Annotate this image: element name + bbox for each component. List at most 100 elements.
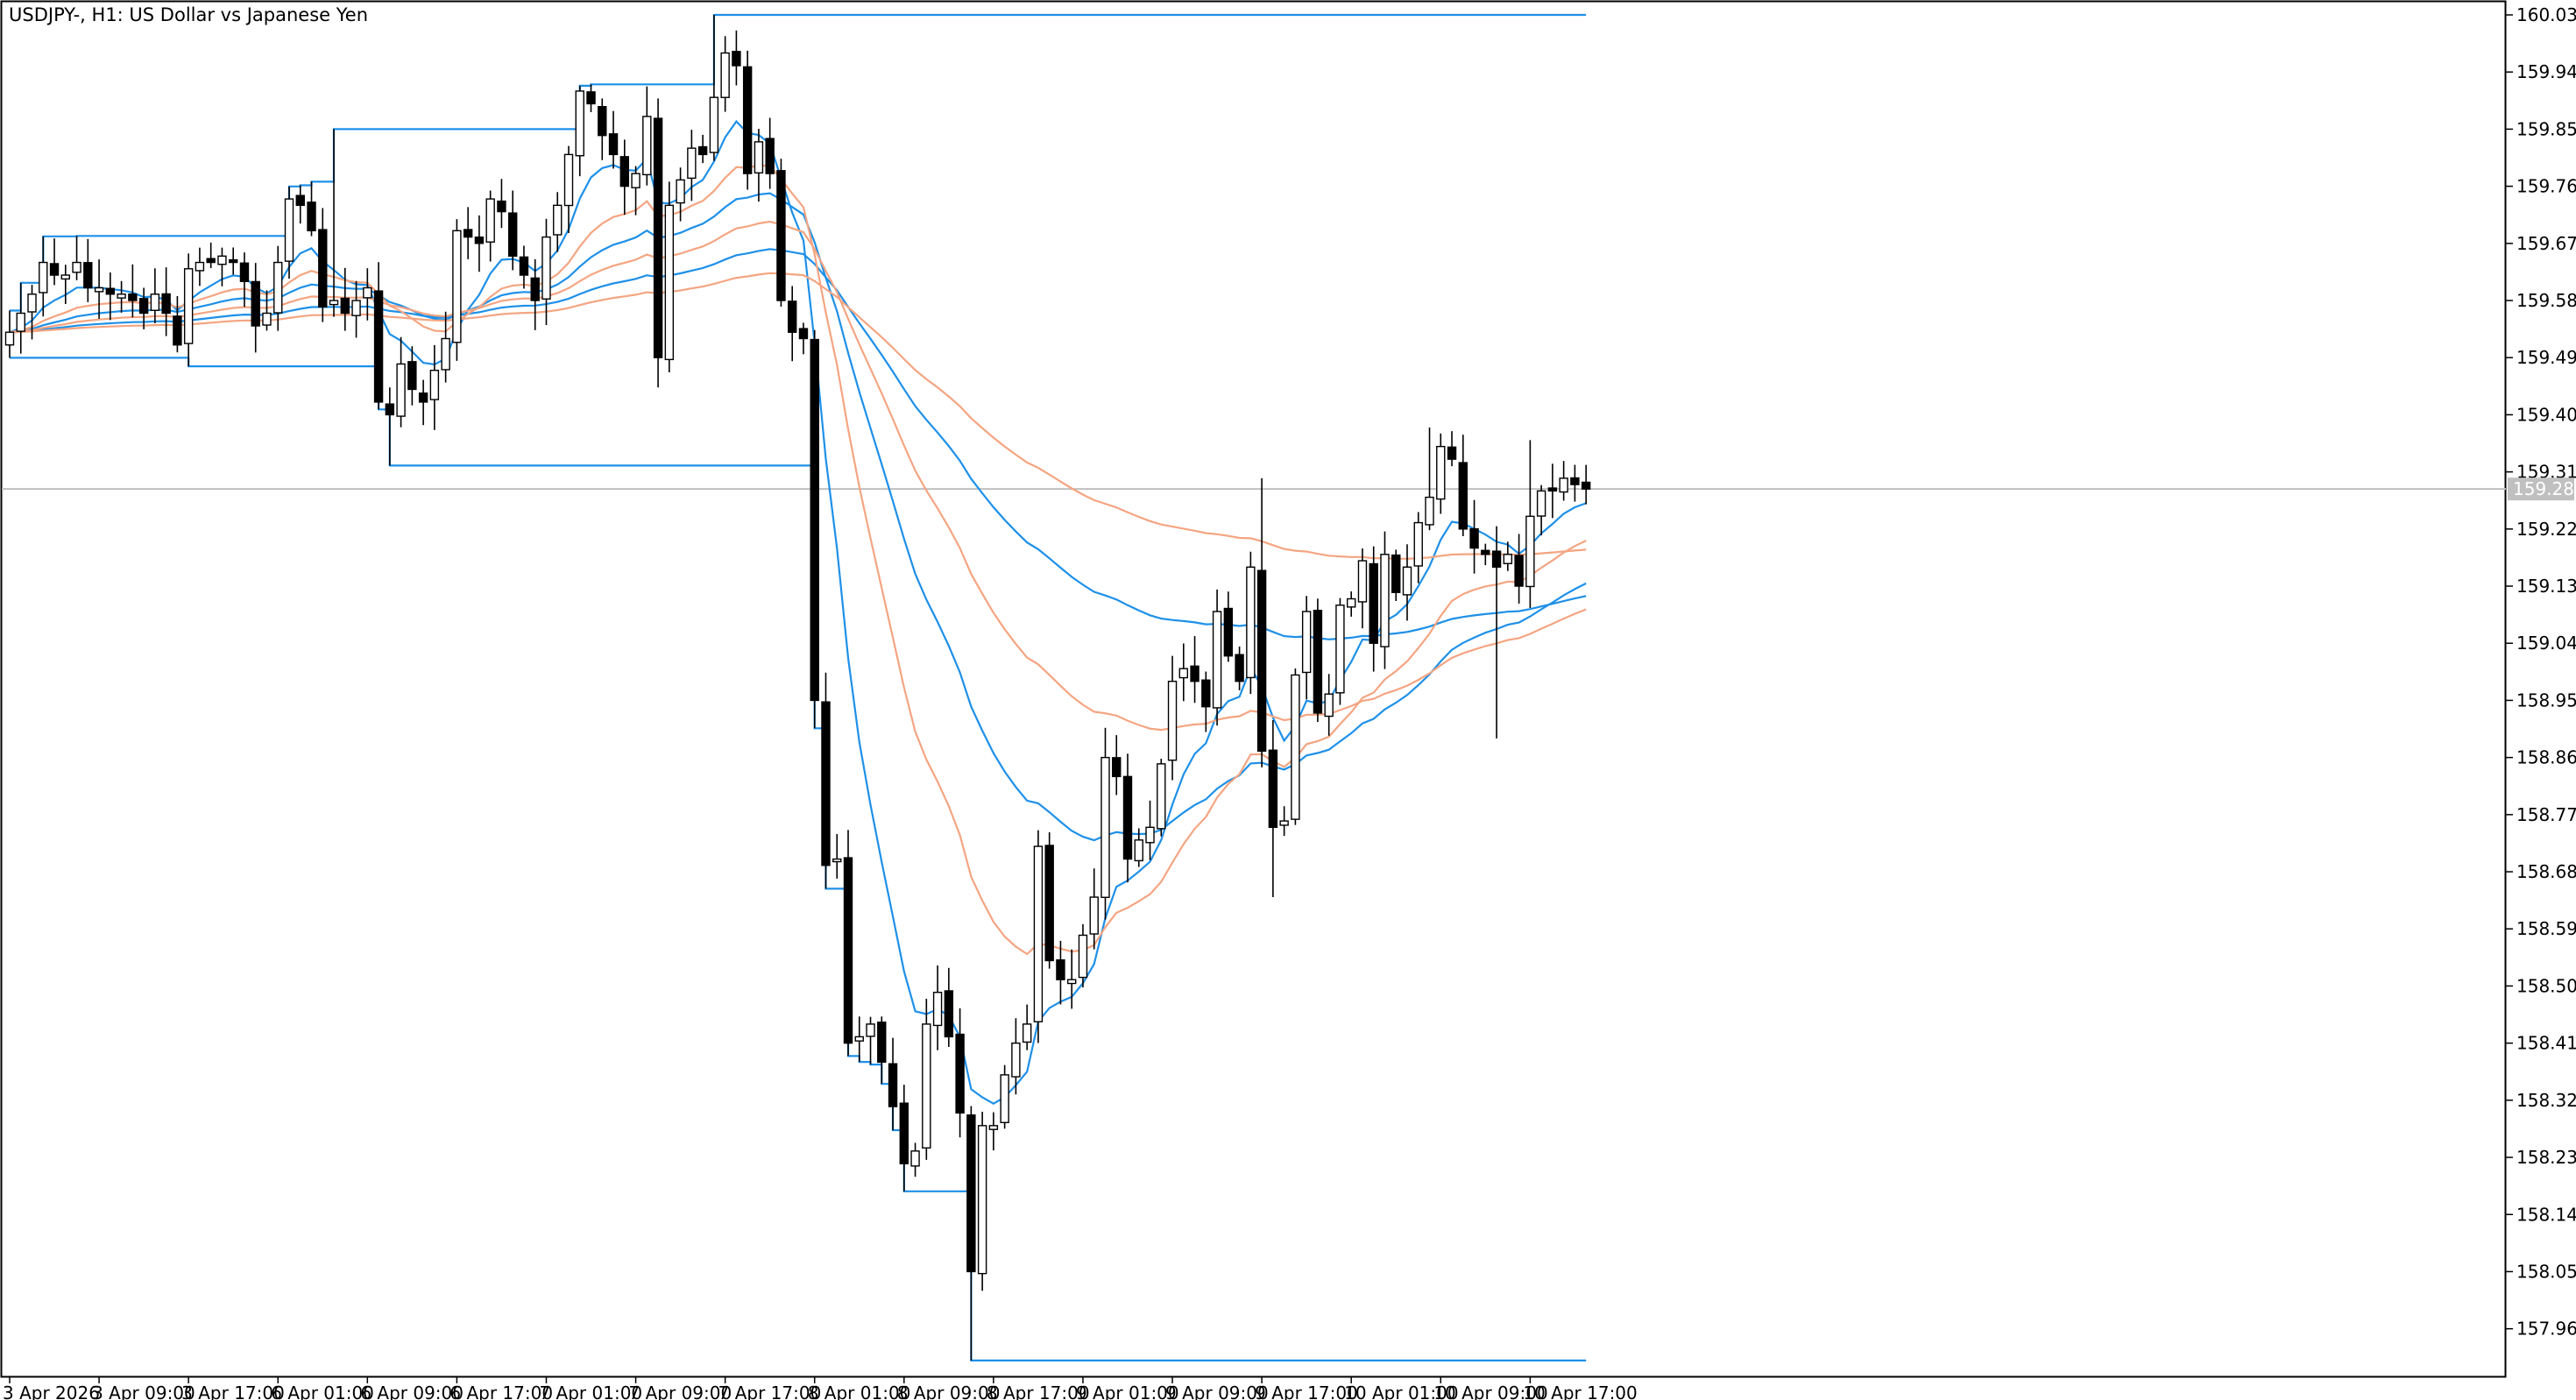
candle <box>854 1016 864 1063</box>
candle-body-bear <box>1268 749 1278 829</box>
candle <box>877 1016 887 1085</box>
candle <box>340 267 350 331</box>
candle <box>1100 727 1110 920</box>
candle-body-bull <box>709 96 719 153</box>
candle-body-bull <box>351 300 361 316</box>
candle <box>117 280 126 313</box>
time-tick-label: 10 Apr 09:00 <box>1433 1382 1547 1400</box>
candle <box>318 208 328 322</box>
candle-body-bull <box>117 293 126 299</box>
candle-body-bull <box>60 274 71 280</box>
current-price-box <box>2508 477 2574 501</box>
candle-body-bull <box>1291 674 1300 820</box>
candle <box>899 1085 909 1191</box>
candle <box>105 272 116 321</box>
candle <box>1268 720 1278 898</box>
candle <box>1380 531 1390 669</box>
candle-body-bear <box>1447 446 1457 460</box>
candle <box>720 36 730 112</box>
time-tick-label: 8 Apr 01:00 <box>808 1382 911 1400</box>
candle-body-bull <box>922 1023 931 1149</box>
candle <box>1335 597 1345 705</box>
candle-body-bull <box>1212 611 1222 709</box>
candle <box>363 268 372 321</box>
candle <box>295 185 305 224</box>
price-tick-label: 158.050 <box>2516 1261 2576 1282</box>
candle <box>1313 598 1323 723</box>
candle-body-bear <box>1223 607 1234 657</box>
candle-body-bear <box>1458 462 1468 530</box>
candle-body-bull <box>642 116 652 176</box>
candle-body-bear <box>229 258 238 264</box>
candle <box>60 265 71 305</box>
candle <box>1391 549 1401 602</box>
candle <box>1235 646 1244 690</box>
candle-body-bear <box>788 301 797 333</box>
candle-body-bull <box>1100 756 1110 898</box>
time-tick-label: 6 Apr 09:00 <box>360 1382 464 1400</box>
candle-body-bull <box>273 261 283 314</box>
candle <box>1491 526 1502 739</box>
candle <box>1134 828 1143 867</box>
candle <box>1346 591 1356 617</box>
candle-body-bull <box>4 331 15 346</box>
candle <box>173 296 182 353</box>
candle-body-bear <box>899 1102 909 1165</box>
candle <box>195 247 205 286</box>
candle-body-bear <box>340 297 350 315</box>
candle-body-bull <box>1380 554 1390 647</box>
candle-body-bull <box>262 312 272 326</box>
candle-body-bull <box>910 1150 920 1167</box>
price-tick-label: 159.400 <box>2516 404 2576 425</box>
candle-body-bear <box>966 1114 976 1273</box>
chart-title: USDJPY-, H1: US Dollar vs Japanese Yen <box>9 4 368 25</box>
candle <box>429 344 440 430</box>
indicator-line-ema-89 <box>9 248 1587 640</box>
candle <box>653 98 663 388</box>
candle <box>1011 1018 1021 1095</box>
time-tick-label: 10 Apr 17:00 <box>1523 1382 1637 1400</box>
price-tick-label: 159.490 <box>2516 347 2576 368</box>
candle-body-bear <box>474 236 485 244</box>
candle-body-bull <box>1033 845 1044 1022</box>
candle-body-bull <box>832 858 842 863</box>
time-tick-label: 8 Apr 09:00 <box>897 1382 1001 1400</box>
candle <box>1044 831 1054 969</box>
candle-body-bull <box>631 173 640 188</box>
candle <box>273 245 283 331</box>
price-tick-label: 159.670 <box>2516 233 2576 254</box>
candle-body-bull <box>563 153 574 207</box>
candle <box>1066 949 1077 1009</box>
price-tick-label: 158.410 <box>2516 1033 2576 1054</box>
candle-body-bull <box>39 261 48 293</box>
candle-body-bear <box>944 990 954 1038</box>
candle <box>39 236 48 317</box>
candle-body-bull <box>1436 445 1446 500</box>
candle <box>1223 591 1234 662</box>
candle-body-bull <box>1425 496 1434 526</box>
candle <box>497 179 506 229</box>
candle <box>385 387 395 466</box>
candle <box>474 215 485 272</box>
candle-body-bull <box>1536 490 1546 517</box>
candle <box>1581 464 1591 505</box>
candle-body-bull <box>150 293 160 311</box>
indicator-line-ema-144 <box>9 272 1587 560</box>
time-tick-label: 3 Apr 09:00 <box>92 1382 195 1400</box>
candle <box>888 1037 898 1131</box>
candle <box>687 130 697 202</box>
candle <box>1190 636 1200 704</box>
candle <box>206 242 216 269</box>
candle <box>922 998 931 1160</box>
candle <box>463 207 473 259</box>
candle <box>27 284 37 340</box>
candle-body-bull <box>676 179 685 204</box>
candle <box>932 965 943 1050</box>
candle-body-bear <box>373 290 384 403</box>
time-tick-label: 10 Apr 01:00 <box>1344 1382 1458 1400</box>
candle <box>1122 753 1133 883</box>
indicator-line-lowest_low-100 <box>10 357 1587 1361</box>
candle <box>810 329 819 729</box>
candle-body-bear <box>955 1033 965 1114</box>
